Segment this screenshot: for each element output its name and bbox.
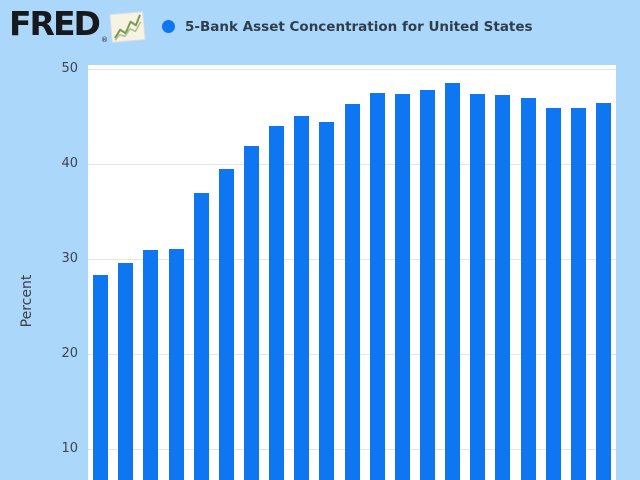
y-tick-label-10: 10: [61, 441, 78, 456]
series-legend-dot: [162, 20, 175, 33]
chart-bar-2008[interactable]: [394, 93, 410, 480]
chart-bar-2002[interactable]: [243, 145, 259, 480]
chart-bar-2016[interactable]: [595, 103, 611, 480]
chart-bar-1996[interactable]: [93, 275, 109, 480]
sparkline-chart-icon: [109, 11, 146, 43]
chart-bar-1998[interactable]: [143, 249, 159, 480]
chart-bar-1999[interactable]: [168, 248, 184, 480]
chart-bar-2001[interactable]: [218, 168, 234, 480]
registered-trademark: ®: [101, 36, 108, 44]
chart-bar-2010[interactable]: [445, 83, 461, 480]
y-tick-label-20: 20: [61, 346, 78, 361]
chart-bar-2015[interactable]: [570, 107, 586, 480]
chart-bar-2007[interactable]: [369, 92, 385, 480]
chart-bar-2005[interactable]: [319, 122, 335, 480]
chart-bar-2003[interactable]: [269, 126, 285, 480]
chart-bar-2011[interactable]: [470, 93, 486, 480]
y-tick-label-40: 40: [61, 156, 78, 171]
y-tick-label-30: 30: [61, 251, 78, 266]
y-axis-title: Percent: [19, 274, 35, 328]
y-tick-label-50: 50: [61, 61, 78, 76]
chart-bar-2012[interactable]: [495, 94, 511, 480]
chart-bar-1997[interactable]: [118, 262, 134, 480]
gridline-50: [88, 69, 616, 70]
chart-bar-2006[interactable]: [344, 104, 360, 480]
chart-bar-2004[interactable]: [294, 115, 310, 480]
chart-bar-2014[interactable]: [545, 107, 561, 480]
chart-bar-2000[interactable]: [193, 193, 209, 480]
chart-bar-2013[interactable]: [520, 98, 536, 480]
chart-bar-2009[interactable]: [419, 89, 435, 480]
fred-logo: FRED: [9, 4, 101, 43]
series-title: 5-Bank Asset Concentration for United St…: [185, 19, 533, 35]
chart-header: FRED ® 5-Bank Asset Concentration for Un…: [0, 0, 640, 56]
plot-area: [88, 65, 616, 480]
